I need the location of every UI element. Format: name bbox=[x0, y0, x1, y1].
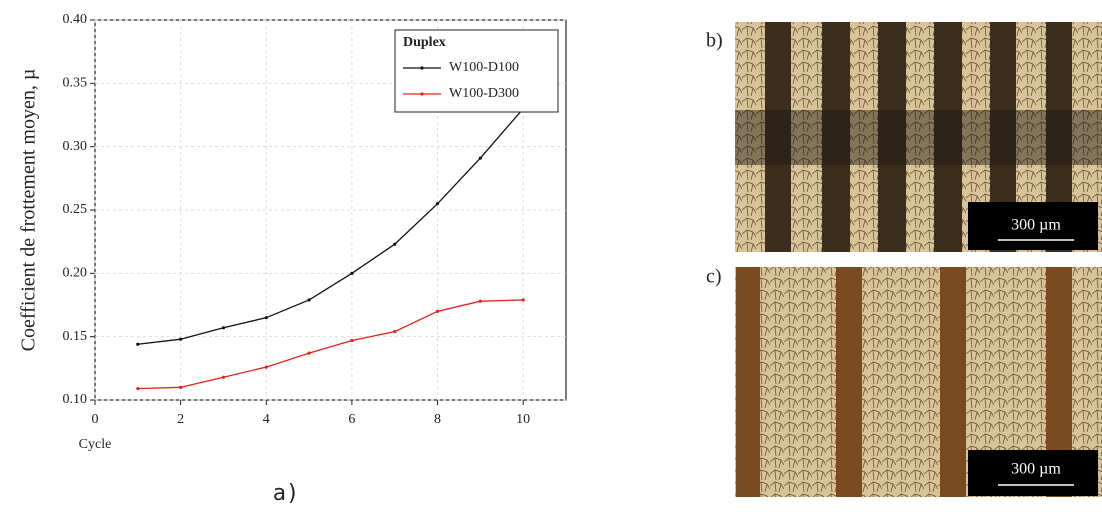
y-tick-label: 0.20 bbox=[63, 266, 88, 281]
legend-box bbox=[394, 29, 559, 113]
scale-bar-label: 300 µm bbox=[1011, 217, 1061, 234]
point bbox=[179, 337, 183, 341]
point bbox=[136, 387, 140, 391]
point bbox=[435, 202, 440, 206]
legend-marker bbox=[420, 66, 424, 70]
point bbox=[350, 271, 354, 275]
point bbox=[179, 385, 183, 389]
point bbox=[136, 342, 140, 346]
point bbox=[307, 298, 311, 302]
legend-marker bbox=[420, 92, 424, 96]
point bbox=[478, 299, 482, 303]
legend-label: W100-D100 bbox=[449, 60, 519, 75]
series-line bbox=[137, 108, 524, 345]
legend-label: W100-D300 bbox=[449, 86, 519, 101]
point bbox=[221, 375, 226, 379]
y-tick-label: 0.30 bbox=[63, 139, 88, 154]
point bbox=[264, 316, 268, 320]
y-tick-label: 0.15 bbox=[63, 329, 88, 344]
point bbox=[264, 365, 268, 369]
y-tick-label: 0.40 bbox=[63, 12, 88, 27]
series-line bbox=[137, 299, 524, 390]
y-tick-label: 0.25 bbox=[63, 202, 88, 217]
micrograph bbox=[735, 22, 1102, 252]
point bbox=[307, 351, 311, 355]
point bbox=[435, 309, 440, 313]
x-tick-label: 4 bbox=[263, 412, 270, 427]
panel-label: b) bbox=[706, 30, 723, 52]
point bbox=[478, 156, 482, 160]
panel-label: a) bbox=[273, 481, 300, 506]
y-tick-label: 0.35 bbox=[63, 76, 88, 91]
point bbox=[521, 298, 525, 302]
x-tick-label: 10 bbox=[516, 412, 530, 427]
axis-title: Coefficient de frottement moyen, µ bbox=[18, 69, 40, 352]
point bbox=[221, 326, 226, 330]
x-tick-label: 0 bbox=[92, 412, 99, 427]
x-tick-label: 8 bbox=[434, 412, 441, 427]
scale-bar-label: 300 µm bbox=[1011, 461, 1061, 478]
point bbox=[393, 242, 397, 246]
legend-title: Duplex bbox=[403, 35, 446, 50]
point bbox=[350, 338, 354, 343]
point bbox=[393, 330, 397, 334]
x-tick-label: 2 bbox=[177, 412, 184, 427]
y-tick-label: 0.10 bbox=[63, 392, 88, 407]
micrograph bbox=[735, 267, 1102, 497]
x-tick-label: 6 bbox=[348, 412, 355, 427]
panel-label: c) bbox=[706, 266, 722, 288]
axis-title: Cycle bbox=[79, 437, 112, 452]
